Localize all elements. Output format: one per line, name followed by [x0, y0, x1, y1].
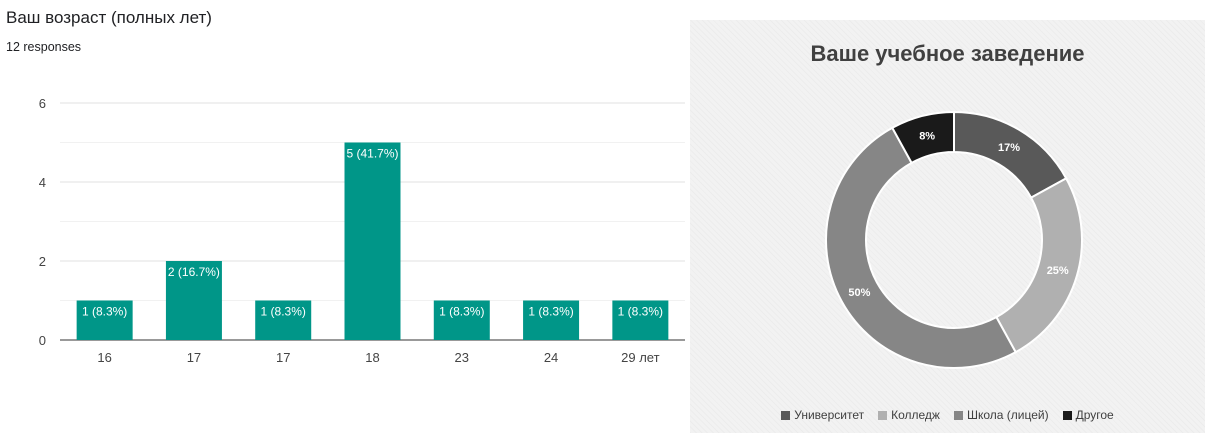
y-tick-label: 4: [39, 175, 46, 190]
legend-label: Другое: [1075, 408, 1114, 422]
bar-data-label: 5 (41.7%): [346, 147, 398, 161]
donut-legend: Университет Колледж Школа (лицей) Другое: [690, 408, 1205, 422]
slice-data-label: 25%: [1047, 265, 1069, 277]
bar: [523, 300, 580, 340]
bar-data-label: 2 (16.7%): [168, 265, 220, 279]
donut-chart-plot: 17% 25% 50% 8%: [825, 110, 1083, 369]
legend-swatch: [781, 410, 791, 420]
legend-item: Университет: [781, 408, 864, 422]
x-tick-label: 23: [455, 350, 469, 365]
x-tick-label: 24: [544, 350, 558, 365]
legend-swatch: [878, 410, 888, 420]
legend-swatch: [953, 410, 963, 420]
legend-item: Другое: [1062, 408, 1114, 422]
bar-chart-title: Ваш возраст (полных лет): [6, 8, 212, 27]
legend-swatch: [1062, 410, 1072, 420]
slice-data-label: 8%: [919, 130, 935, 142]
x-tick-label: 18: [365, 350, 379, 365]
bar-data-label: 1 (8.3%): [528, 305, 573, 319]
donut-chart-panel: Ваше учебное заведение 17% 25% 50% 8% Униве…: [690, 20, 1205, 433]
bar-chart-panel: Ваш возраст (полных лет) 12 responses 0 2…: [6, 8, 685, 365]
y-tick-label: 2: [39, 254, 46, 269]
x-tick-label: 29 лет: [621, 350, 659, 365]
y-tick-label: 6: [39, 96, 46, 111]
bar-data-label: 1 (8.3%): [618, 305, 663, 319]
x-tick-label: 17: [187, 350, 201, 365]
bar: [433, 300, 490, 340]
slice-data-label: 50%: [848, 287, 870, 299]
legend-label: Колледж: [891, 408, 940, 422]
bar: [255, 300, 312, 340]
bar: [344, 142, 401, 340]
bar-chart-subtitle: 12 responses: [6, 40, 82, 54]
donut-slice: [995, 176, 1083, 354]
bar-data-label: 1 (8.3%): [82, 305, 127, 319]
bar: [165, 261, 222, 340]
donut-slice: [825, 126, 1018, 369]
donut-slice: [890, 110, 955, 165]
x-tick-label: 16: [97, 350, 111, 365]
bar: [76, 300, 133, 340]
donut-slice: [953, 110, 1068, 199]
legend-label: Университет: [794, 408, 865, 422]
bar-data-label: 1 (8.3%): [439, 305, 484, 319]
slice-data-label: 17%: [998, 142, 1020, 154]
bar-data-label: 1 (8.3%): [261, 305, 306, 319]
x-tick-label: 17: [276, 350, 290, 365]
donut-chart-title: Ваше учебное заведение: [810, 41, 1085, 66]
y-tick-label: 0: [39, 333, 46, 348]
legend-item: Школа (лицей): [953, 408, 1049, 422]
legend-item: Колледж: [878, 408, 940, 422]
legend-label: Школа (лицей): [966, 408, 1049, 422]
bar: [612, 300, 669, 340]
